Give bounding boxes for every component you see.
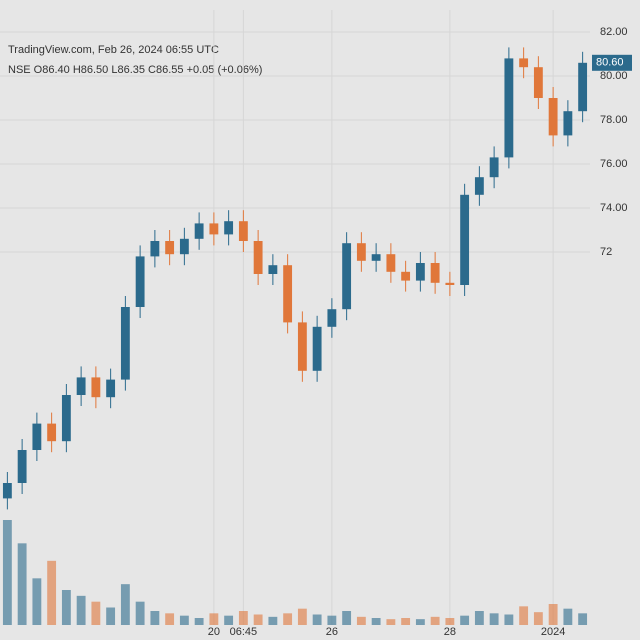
y-tick-label: 74.00 xyxy=(600,202,628,214)
x-tick-label: 20 xyxy=(208,626,220,638)
volume-bar xyxy=(238,611,248,625)
candle-body xyxy=(106,379,116,398)
volume-bar xyxy=(563,608,573,625)
candle-body xyxy=(209,223,219,235)
volume-bar xyxy=(430,616,440,625)
candle-body xyxy=(165,241,175,255)
candle-body xyxy=(356,243,366,261)
volume-bar xyxy=(474,611,484,625)
candle-body xyxy=(371,254,381,261)
candle-body xyxy=(194,223,204,239)
candle-body xyxy=(91,377,101,398)
volume-bar xyxy=(548,604,558,625)
volume-bar xyxy=(268,616,278,625)
candle-body xyxy=(445,282,455,285)
candle-body xyxy=(268,265,278,274)
candle-body xyxy=(548,98,558,136)
last-price-label: 80.60 xyxy=(596,57,624,69)
candle-body xyxy=(253,241,263,274)
candle-body xyxy=(283,265,293,323)
candle-body xyxy=(224,221,234,235)
volume-bar xyxy=(76,595,86,625)
volume-bar xyxy=(209,613,219,625)
x-tick-label: 2024 xyxy=(541,626,565,638)
volume-bar xyxy=(224,615,234,625)
candle-body xyxy=(519,58,529,68)
candle-body xyxy=(415,263,425,281)
volume-bar xyxy=(2,520,12,625)
volume-bar xyxy=(150,611,160,625)
chart-title: TradingView.com, Feb 26, 2024 06:55 UTC xyxy=(8,44,219,56)
volume-bar xyxy=(445,618,455,625)
volume-bar xyxy=(460,615,470,625)
volume-bar xyxy=(91,601,101,625)
volume-bar xyxy=(342,611,352,625)
volume-bar xyxy=(415,619,425,625)
volume-bar xyxy=(371,618,381,625)
candle-body xyxy=(179,238,189,255)
x-tick-label: 26 xyxy=(326,626,338,638)
candle-body xyxy=(342,243,352,310)
candle-body xyxy=(17,450,27,483)
candle-body xyxy=(297,322,307,371)
volume-bar xyxy=(578,613,588,625)
volume-bar xyxy=(386,619,396,625)
candle-body xyxy=(489,157,499,178)
candle-body xyxy=(61,395,71,442)
candle-body xyxy=(578,62,588,112)
volume-bar xyxy=(17,543,27,625)
last-price-tag xyxy=(592,54,632,71)
y-tick-label: 72 xyxy=(600,246,612,258)
volume-bar xyxy=(519,606,529,625)
volume-bar xyxy=(179,615,189,625)
candle-body xyxy=(2,483,12,499)
candle-body xyxy=(47,423,57,442)
candle-body xyxy=(386,254,396,272)
volume-bar xyxy=(135,601,145,625)
volume-bar xyxy=(253,614,263,625)
volume-bar xyxy=(165,613,175,625)
volume-bar xyxy=(106,607,116,625)
candle-body xyxy=(460,194,470,285)
volume-bar xyxy=(327,615,337,625)
candle-body xyxy=(312,326,322,371)
candle-body xyxy=(533,67,543,98)
candle-body xyxy=(430,263,440,283)
candle-body xyxy=(563,111,573,136)
y-tick-label: 82.00 xyxy=(600,26,628,38)
volume-bar xyxy=(504,614,514,625)
volume-bar xyxy=(489,613,499,625)
volume-bar xyxy=(32,578,42,625)
candle-body xyxy=(76,377,86,395)
volume-bar xyxy=(533,612,543,625)
chart-subtitle: NSE O86.40 H86.50 L86.35 C86.55 +0.05 (+… xyxy=(8,64,262,76)
candle-body xyxy=(504,58,514,158)
candle-body xyxy=(238,221,248,241)
y-tick-label: 76.00 xyxy=(600,158,628,170)
candle-body xyxy=(327,309,337,327)
volume-bar xyxy=(283,613,293,625)
volume-bar xyxy=(120,584,130,625)
candle-body xyxy=(32,423,42,450)
volume-bar xyxy=(194,618,204,625)
volume-bar xyxy=(356,616,366,625)
candle-body xyxy=(150,241,160,257)
x-tick-label: 06:45 xyxy=(230,626,258,638)
x-tick-label: 28 xyxy=(444,626,456,638)
volume-bar xyxy=(297,608,307,625)
volume-bar xyxy=(61,590,71,625)
volume-bar xyxy=(401,618,411,625)
candle-body xyxy=(401,271,411,281)
y-tick-label: 80.00 xyxy=(600,70,628,82)
volume-bar xyxy=(47,560,57,625)
y-tick-label: 78.00 xyxy=(600,114,628,126)
candle-body xyxy=(120,307,130,380)
candle-body xyxy=(135,256,145,307)
volume-bar xyxy=(312,614,322,625)
candle-body xyxy=(474,177,484,195)
